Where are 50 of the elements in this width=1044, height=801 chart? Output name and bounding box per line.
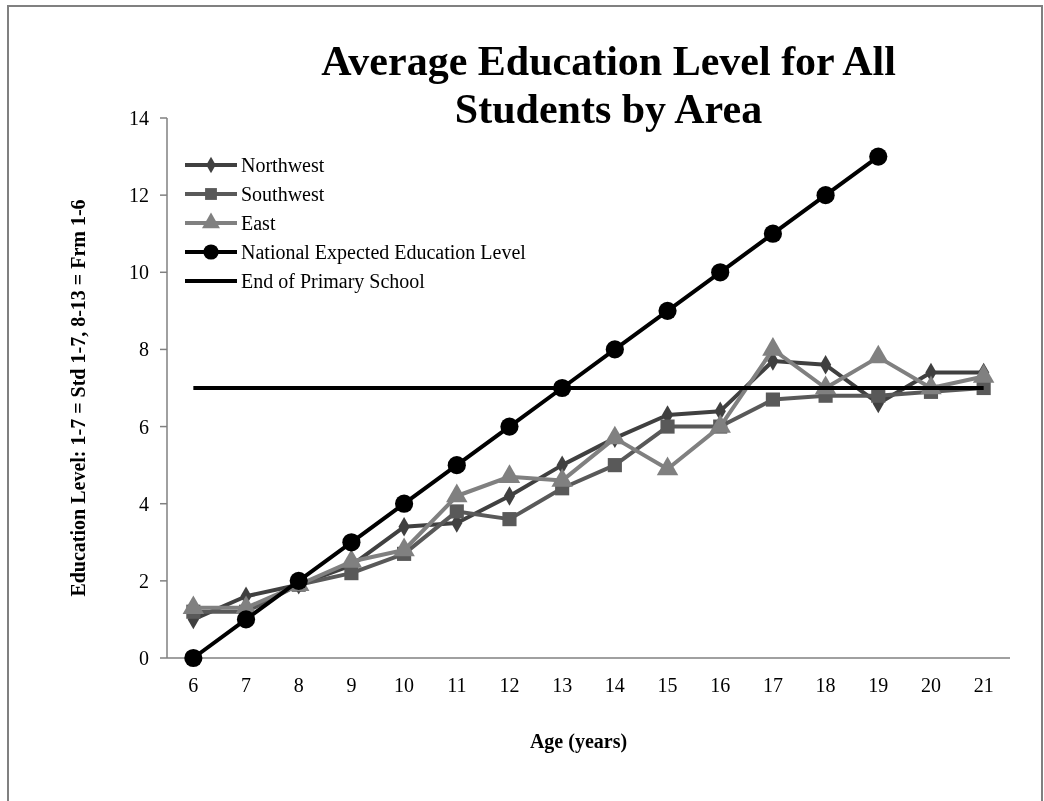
point	[605, 340, 624, 359]
x-tick-label: 18	[815, 674, 836, 696]
x-tick-label: 13	[552, 674, 573, 696]
x-axis-title: Age (years)	[529, 730, 628, 753]
legend-label: Southwest	[241, 183, 325, 205]
point	[184, 648, 203, 668]
y-axis-title: Education Level: 1-7 = Std 1-7, 8-13 = Frm 1-6	[67, 199, 89, 597]
x-tick-label: 20	[920, 674, 941, 696]
x-tick-label: 11	[447, 674, 467, 696]
point	[765, 392, 780, 407]
chart-title: Average Education Level for All Students by Area	[321, 38, 896, 132]
x-tick-label: 16	[710, 674, 731, 696]
point	[500, 417, 519, 436]
point	[871, 388, 886, 403]
legend-label: National Expected Education Level	[241, 241, 527, 264]
point	[236, 610, 256, 629]
x-tick-label: 8	[293, 674, 304, 696]
y-tick-label: 2	[139, 569, 149, 592]
point	[447, 456, 466, 475]
point	[658, 301, 677, 320]
x-tick-label: 15	[657, 674, 678, 696]
y-tick-label: 14	[129, 107, 149, 129]
point	[502, 512, 517, 527]
y-tick-label: 10	[129, 261, 149, 284]
point	[869, 147, 888, 166]
point	[660, 419, 675, 434]
x-tick-label: 12	[499, 674, 520, 696]
point	[711, 263, 730, 282]
y-tick-label: 0	[139, 647, 149, 669]
x-tick-label: 19	[868, 674, 889, 696]
y-tick-label: 6	[139, 415, 149, 438]
legend-label: Northwest	[241, 154, 325, 176]
point	[816, 186, 835, 205]
y-tick-label: 8	[139, 338, 149, 361]
x-tick-label: 6	[188, 674, 199, 696]
x-tick-label: 14	[604, 674, 625, 696]
y-tick-label: 4	[139, 492, 149, 515]
y-tick-label: 12	[129, 184, 149, 207]
x-tick-label: 10	[394, 674, 415, 696]
legend-label: East	[241, 212, 276, 234]
legend-label: End of Primary School	[241, 270, 426, 293]
x-tick-label: 9	[346, 674, 357, 696]
point	[607, 458, 622, 473]
point	[763, 224, 782, 243]
x-tick-label: 21	[973, 674, 994, 696]
point	[449, 504, 464, 519]
x-tick-label: 17	[762, 674, 783, 696]
point	[342, 533, 361, 552]
point	[395, 494, 414, 513]
x-tick-label: 7	[241, 674, 252, 696]
